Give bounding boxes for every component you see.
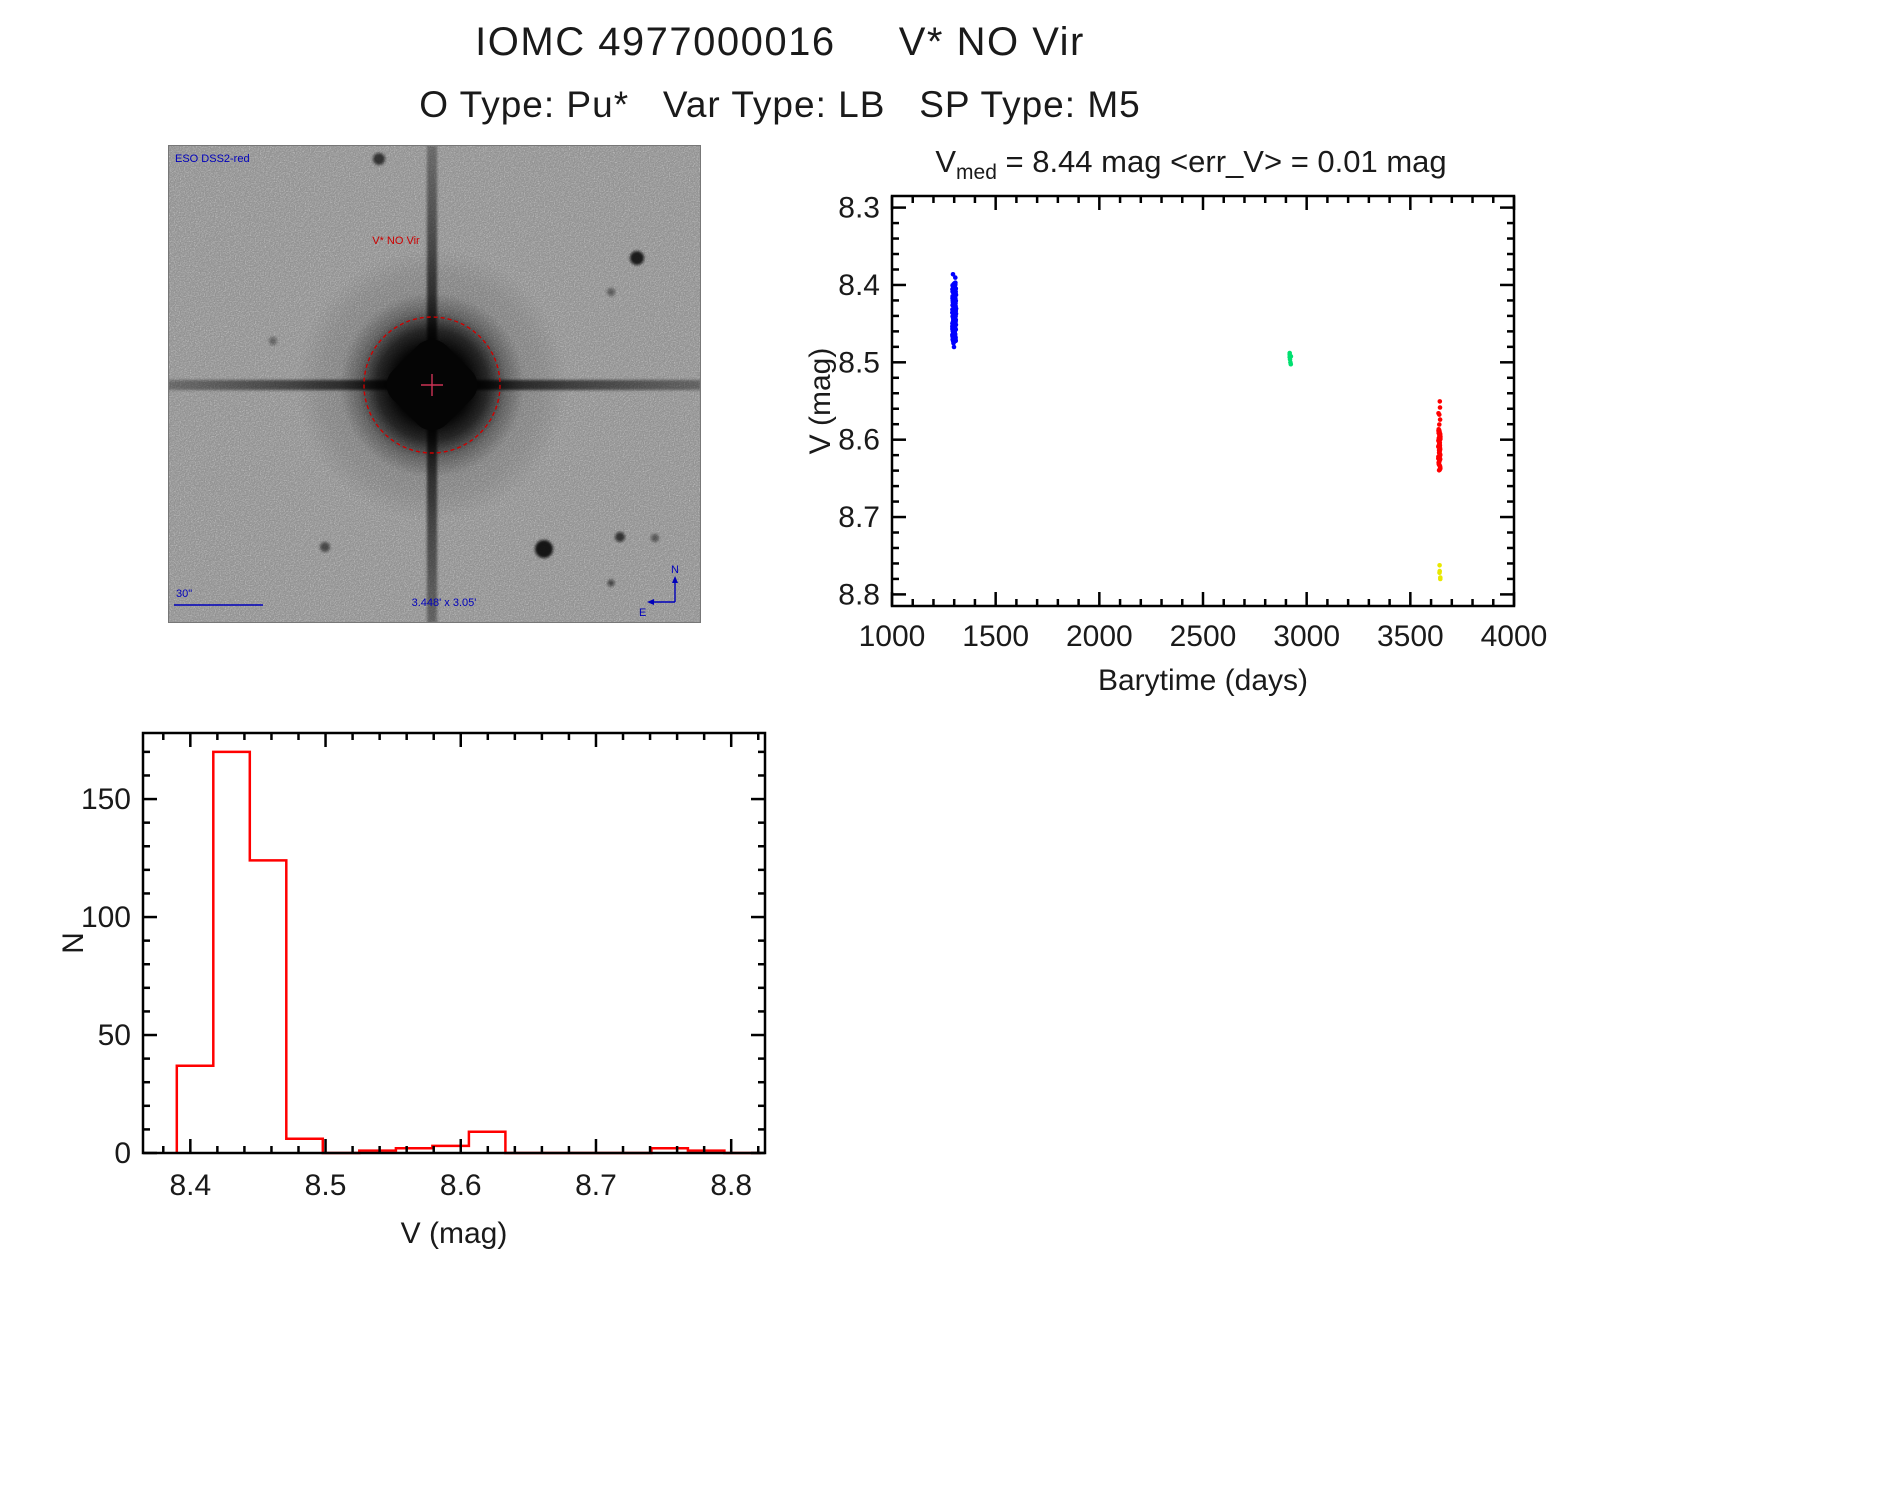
svg-text:1500: 1500 xyxy=(962,620,1029,653)
svg-text:3500: 3500 xyxy=(1377,620,1444,653)
page-subtitle: O Type: Pu* Var Type: LB SP Type: M5 xyxy=(419,84,1141,125)
sky-image-border xyxy=(168,145,701,623)
svg-text:V (mag): V (mag) xyxy=(804,348,837,455)
svg-text:8.7: 8.7 xyxy=(575,1169,617,1202)
svg-text:Vmed = 8.44 mag <err_V> = 0.01: Vmed = 8.44 mag <err_V> = 0.01 mag xyxy=(935,144,1446,184)
compass-east-label: E xyxy=(639,607,646,619)
svg-text:8.8: 8.8 xyxy=(710,1169,752,1202)
sky-image: ESO DSS2-red V* NO Vir 3.448' x 3.05' 30… xyxy=(168,145,701,623)
svg-text:8.4: 8.4 xyxy=(169,1169,211,1202)
svg-text:N: N xyxy=(57,932,90,954)
svg-text:8.8: 8.8 xyxy=(838,578,880,611)
svg-text:8.3: 8.3 xyxy=(838,192,880,225)
svg-text:2500: 2500 xyxy=(1170,620,1237,653)
svg-text:8.5: 8.5 xyxy=(838,346,880,379)
svg-text:Barytime (days): Barytime (days) xyxy=(1098,664,1308,697)
histogram-chart: 8.4 8.5 8.6 8.7 8.8 0 50 100 150 V (mag) N xyxy=(57,731,767,1250)
svg-text:8.6: 8.6 xyxy=(838,424,880,457)
photometry-aperture-circle xyxy=(363,316,501,454)
fov-label: 3.448' x 3.05' xyxy=(412,597,477,609)
svg-text:1000: 1000 xyxy=(859,620,926,653)
compass-north-label: N xyxy=(671,564,679,576)
svg-text:8.6: 8.6 xyxy=(440,1169,482,1202)
svg-text:3000: 3000 xyxy=(1273,620,1340,653)
compass-icon xyxy=(647,576,678,605)
svg-text:8.7: 8.7 xyxy=(838,501,880,534)
svg-text:V (mag): V (mag) xyxy=(401,1217,508,1250)
svg-text:150: 150 xyxy=(81,783,131,816)
svg-text:50: 50 xyxy=(98,1019,131,1052)
scale-label: 30" xyxy=(176,588,192,600)
sky-image-panel: ESO DSS2-red V* NO Vir 3.448' x 3.05' 30… xyxy=(168,145,701,623)
svg-text:100: 100 xyxy=(81,901,131,934)
lightcurve-chart: 1000 1500 2000 2500 3000 3500 4000 8.3 8.4 8.5 8.6… xyxy=(804,144,1548,697)
page-title: IOMC 4977000016 V* NO Vir xyxy=(475,20,1085,64)
target-crosshair-icon xyxy=(421,374,443,396)
svg-text:8.4: 8.4 xyxy=(838,269,880,302)
svg-text:2000: 2000 xyxy=(1066,620,1133,653)
target-label: V* NO Vir xyxy=(372,235,420,247)
survey-label: ESO DSS2-red xyxy=(175,153,250,165)
svg-text:4000: 4000 xyxy=(1481,620,1548,653)
field-stars xyxy=(269,153,659,587)
svg-text:8.5: 8.5 xyxy=(305,1169,347,1202)
svg-text:0: 0 xyxy=(114,1137,131,1170)
